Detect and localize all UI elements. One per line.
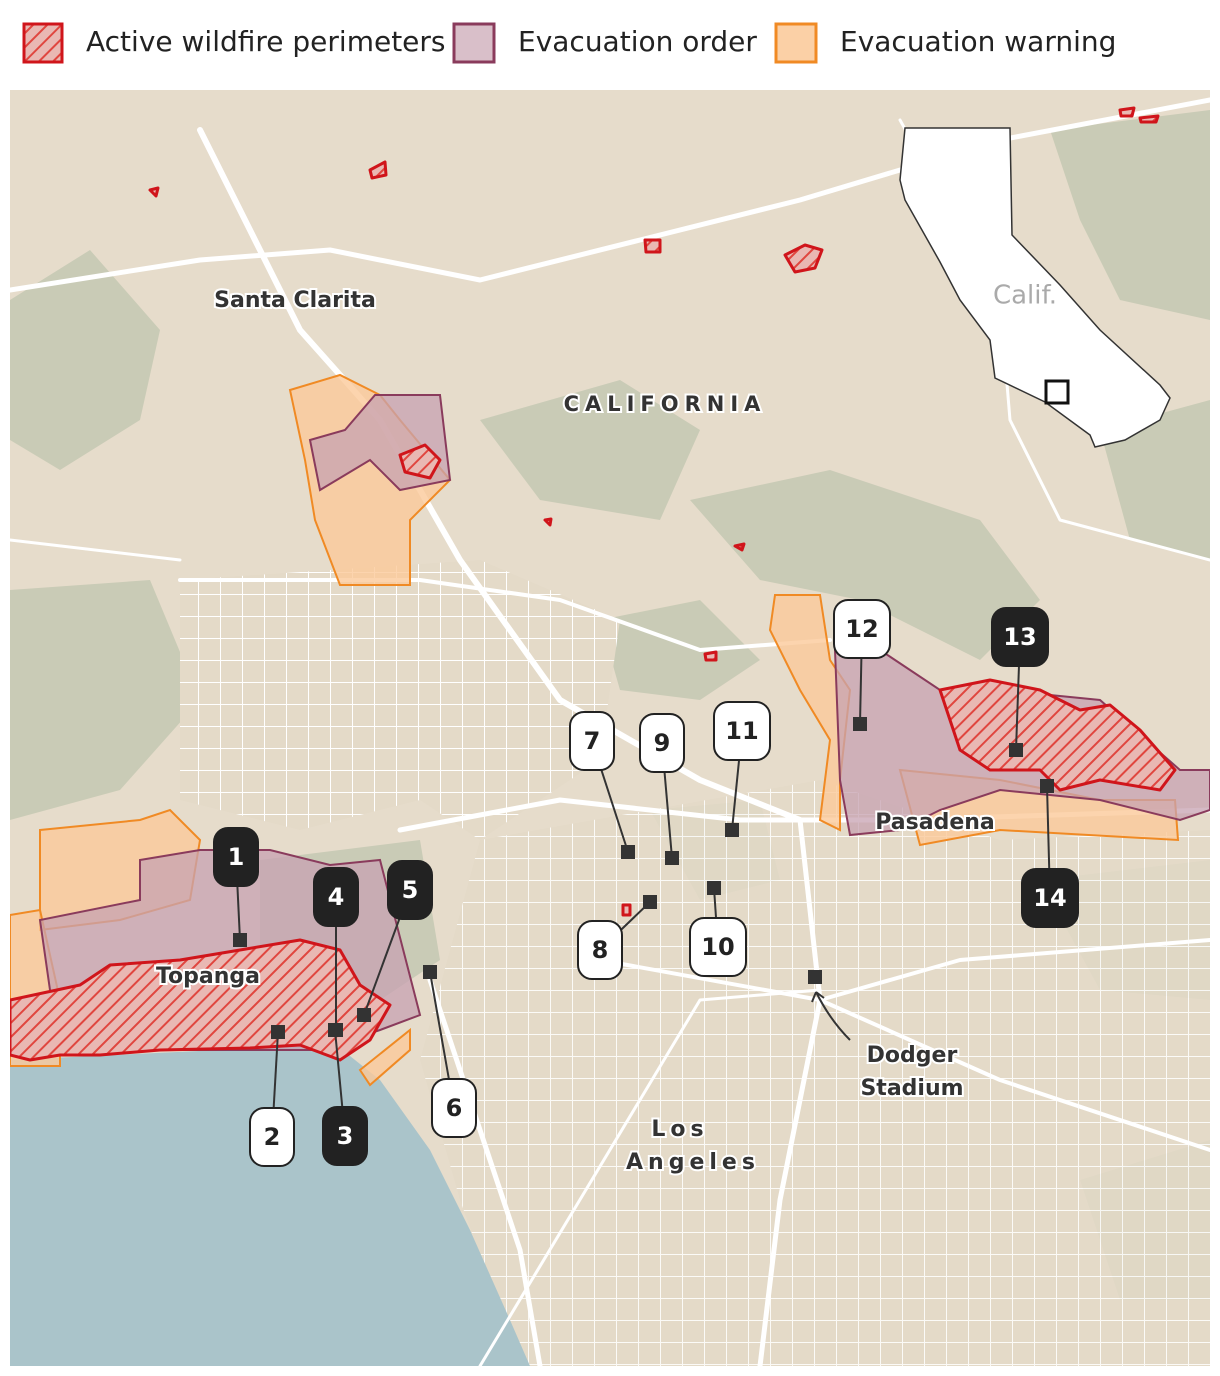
marker-label: 14 bbox=[1033, 884, 1066, 912]
dodger-stadium-point bbox=[808, 970, 822, 984]
marker-label: 11 bbox=[725, 717, 758, 745]
marker-label: 1 bbox=[228, 843, 245, 871]
marker-bubble bbox=[213, 827, 259, 887]
point bbox=[271, 1025, 285, 1039]
fire-perimeter bbox=[10, 106, 1177, 1062]
map: Santa Clarita CALIFORNIA Topanga Pasaden… bbox=[10, 90, 1210, 1366]
legend-swatch-warning bbox=[774, 22, 818, 64]
inset-locator bbox=[1044, 379, 1070, 405]
point bbox=[423, 965, 437, 979]
inset-map: Calif. bbox=[899, 127, 1171, 448]
marker-bubble bbox=[313, 867, 359, 927]
legend-label: Evacuation warning bbox=[840, 25, 1116, 58]
legend-swatch-order bbox=[452, 22, 496, 64]
point bbox=[1009, 743, 1023, 757]
marker-label: 4 bbox=[328, 883, 345, 911]
place-label: Topanga bbox=[156, 964, 260, 989]
point bbox=[1040, 779, 1054, 793]
point bbox=[853, 717, 867, 731]
marker-label: 10 bbox=[701, 933, 734, 961]
pointer-arrow bbox=[811, 991, 851, 1041]
marker-bubble bbox=[577, 920, 623, 980]
point bbox=[665, 851, 679, 865]
place-label: CALIFORNIA bbox=[564, 392, 767, 416]
marker-label: 3 bbox=[337, 1122, 354, 1150]
point bbox=[643, 895, 657, 909]
marker-bubble bbox=[322, 1106, 368, 1166]
marker-bubble bbox=[639, 713, 685, 773]
point bbox=[329, 1023, 343, 1037]
marker-bubble bbox=[713, 701, 771, 761]
marker-bubble bbox=[1021, 868, 1079, 928]
marker-label: 6 bbox=[446, 1094, 463, 1122]
legend-label: Active wildfire perimeters bbox=[86, 25, 446, 58]
point bbox=[725, 823, 739, 837]
legend: Active wildfire perimeters Evacuation or… bbox=[22, 22, 1116, 64]
marker-bubble bbox=[431, 1078, 477, 1138]
marker-bubble bbox=[569, 711, 615, 771]
marker-label: 5 bbox=[402, 876, 419, 904]
point bbox=[357, 1008, 371, 1022]
marker-label: 9 bbox=[654, 729, 671, 757]
place-label: Los bbox=[651, 1117, 708, 1142]
point bbox=[621, 845, 635, 859]
marker-label: 2 bbox=[264, 1123, 281, 1151]
place-label: Santa Clarita bbox=[214, 288, 376, 313]
marker-bubble bbox=[991, 607, 1049, 667]
marker-bubble bbox=[833, 599, 891, 659]
point bbox=[707, 881, 721, 895]
marker-label: 13 bbox=[1003, 623, 1036, 651]
inset-label: Calif. bbox=[993, 281, 1057, 311]
place-label: Dodger bbox=[867, 1043, 958, 1068]
place-label: Pasadena bbox=[875, 810, 995, 835]
marker-bubble bbox=[689, 917, 747, 977]
legend-label: Evacuation order bbox=[518, 25, 757, 58]
marker-bubble bbox=[387, 860, 433, 920]
california-outline bbox=[899, 127, 1171, 448]
legend-swatch-fire bbox=[22, 22, 64, 64]
marker-label: 12 bbox=[845, 615, 878, 643]
urban-grid bbox=[420, 780, 1210, 1366]
place-label: Angeles bbox=[626, 1150, 760, 1175]
ocean bbox=[10, 1040, 530, 1366]
marker-label: 8 bbox=[592, 936, 609, 964]
point bbox=[233, 933, 247, 947]
marker-label: 7 bbox=[584, 727, 601, 755]
place-label: Stadium bbox=[860, 1076, 963, 1101]
marker-bubble bbox=[249, 1107, 295, 1167]
